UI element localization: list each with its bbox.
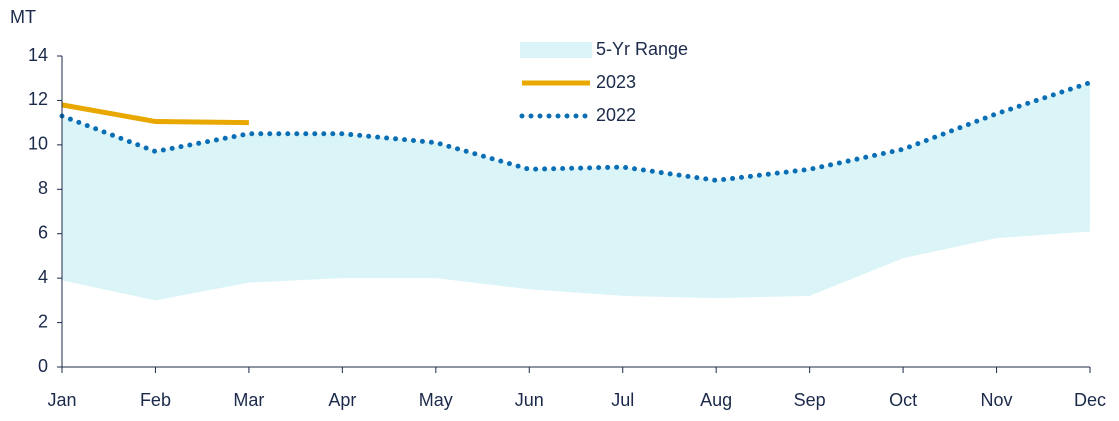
y-tick-label: 10 (28, 134, 48, 154)
x-tick-label: Mar (233, 390, 264, 410)
x-tick-label: Jul (611, 390, 634, 410)
x-tick-label: Nov (981, 390, 1013, 410)
line-2023 (61, 102, 249, 126)
y-tick-label: 2 (38, 311, 48, 331)
x-tick-label: Feb (140, 390, 171, 410)
legend-label: 5-Yr Range (596, 39, 688, 59)
x-tick-label: Jun (515, 390, 544, 410)
legend-label: 2022 (596, 105, 636, 125)
x-tick-label: Jan (47, 390, 76, 410)
legend-label: 2023 (596, 72, 636, 92)
x-tick-label: Aug (700, 390, 732, 410)
y-tick-label: 8 (38, 178, 48, 198)
range-area (62, 82, 1090, 301)
y-tick-label: 14 (28, 45, 48, 65)
x-tick-label: Apr (328, 390, 356, 410)
y-tick-label: 6 (38, 222, 48, 242)
legend-swatch (520, 42, 592, 58)
x-tick-label: Oct (889, 390, 917, 410)
x-tick-label: Sep (794, 390, 826, 410)
x-tick-label: Dec (1074, 390, 1106, 410)
y-tick-label: 0 (38, 356, 48, 376)
y-tick-label: 12 (28, 89, 48, 109)
x-tick-label: May (419, 390, 453, 410)
y-axis-label: MT (10, 7, 36, 27)
y-tick-label: 4 (38, 267, 48, 287)
line-2022 (59, 80, 1093, 183)
